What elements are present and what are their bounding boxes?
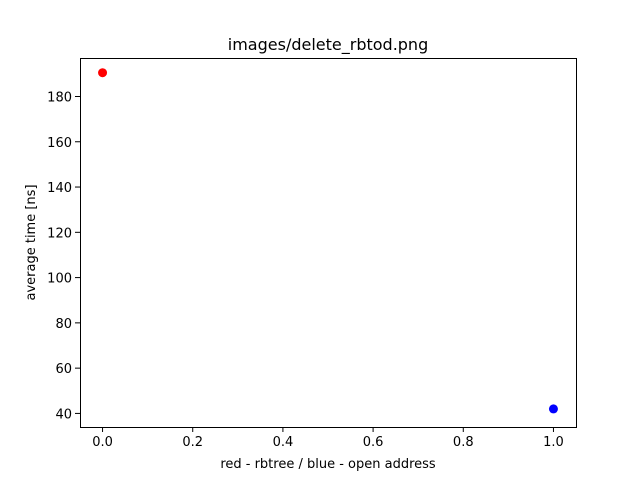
x-tick-label: 0.4 [273,435,294,450]
data-points [98,68,558,414]
axes-background [80,58,576,427]
x-axis-label: red - rbtree / blue - open address [220,457,436,472]
y-tick-label: 80 [55,317,72,332]
y-tick-label: 160 [47,136,72,151]
chart-title: images/delete_rbtod.png [228,35,428,55]
x-axis-ticks: 0.0 0.2 0.4 0.6 0.8 1.0 [92,427,564,450]
y-tick-label: 40 [55,407,72,422]
y-tick-label: 140 [47,181,72,196]
x-tick-label: 0.2 [182,435,203,450]
axes-frame [80,58,577,428]
x-tick-label: 0.0 [92,435,113,450]
plot-area [80,58,576,427]
y-tick-label: 180 [47,90,72,105]
x-tick-label: 1.0 [543,435,564,450]
x-tick-label: 0.8 [453,435,474,450]
y-axis-ticks: 40 60 80 100 120 140 160 180 [47,90,80,422]
x-tick-label: 0.6 [363,435,384,450]
data-point [98,68,108,78]
data-point [548,404,558,414]
y-tick-label: 120 [47,226,72,241]
y-tick-label: 60 [55,362,72,377]
y-axis-label: average time [ns] [24,184,39,300]
y-tick-label: 100 [47,272,72,287]
